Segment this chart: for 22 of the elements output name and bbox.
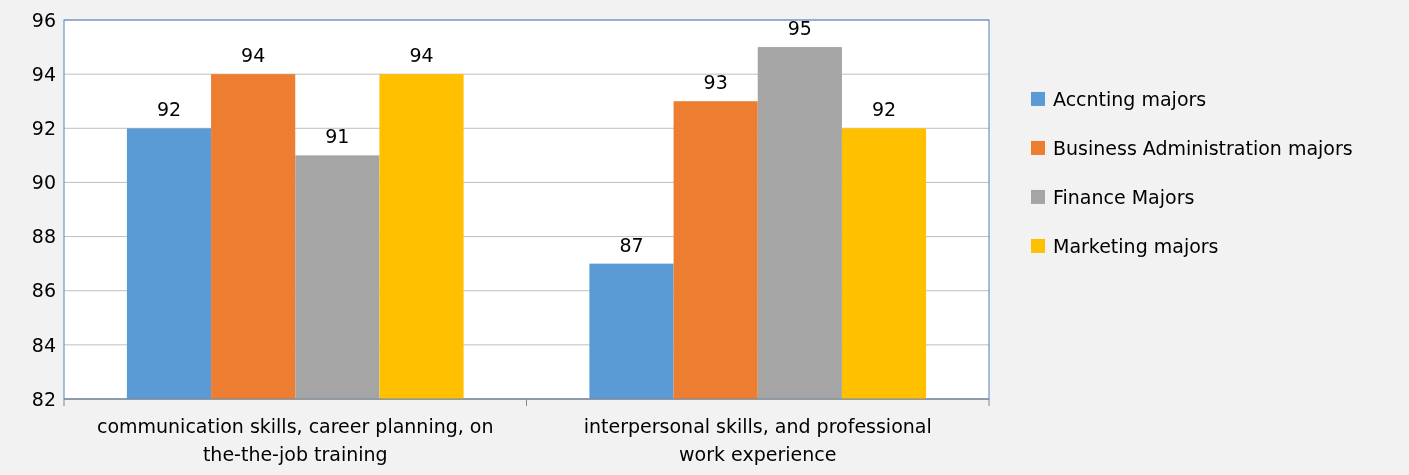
data-label: 92 — [156, 98, 182, 121]
y-tick-label: 82 — [31, 387, 56, 410]
data-label: 93 — [703, 71, 728, 94]
x-tick-label: interpersonal skills, and professional work experience — [583, 415, 932, 465]
y-tick-label: 96 — [31, 8, 56, 31]
y-tick-label: 84 — [31, 333, 56, 356]
y-tick-label: 92 — [31, 116, 56, 139]
data-label: 91 — [325, 125, 350, 148]
y-tick-label: 88 — [31, 225, 56, 248]
y-tick-label: 90 — [31, 171, 56, 194]
legend-label: Marketing majors — [1053, 234, 1219, 257]
legend-label: Accnting majors — [1053, 87, 1207, 110]
data-label: 94 — [409, 44, 434, 67]
x-tick-label: communication skills, career planning, on the-the-job training — [96, 415, 494, 465]
data-label: 94 — [241, 44, 266, 67]
data-label: 92 — [871, 98, 897, 121]
data-label: 87 — [619, 233, 644, 256]
data-label: 95 — [787, 17, 812, 40]
y-tick-label: 86 — [31, 279, 56, 302]
legend-label: Business Administration majors — [1053, 136, 1353, 159]
legend-label: Finance Majors — [1053, 185, 1195, 208]
y-tick-label: 94 — [31, 62, 56, 85]
